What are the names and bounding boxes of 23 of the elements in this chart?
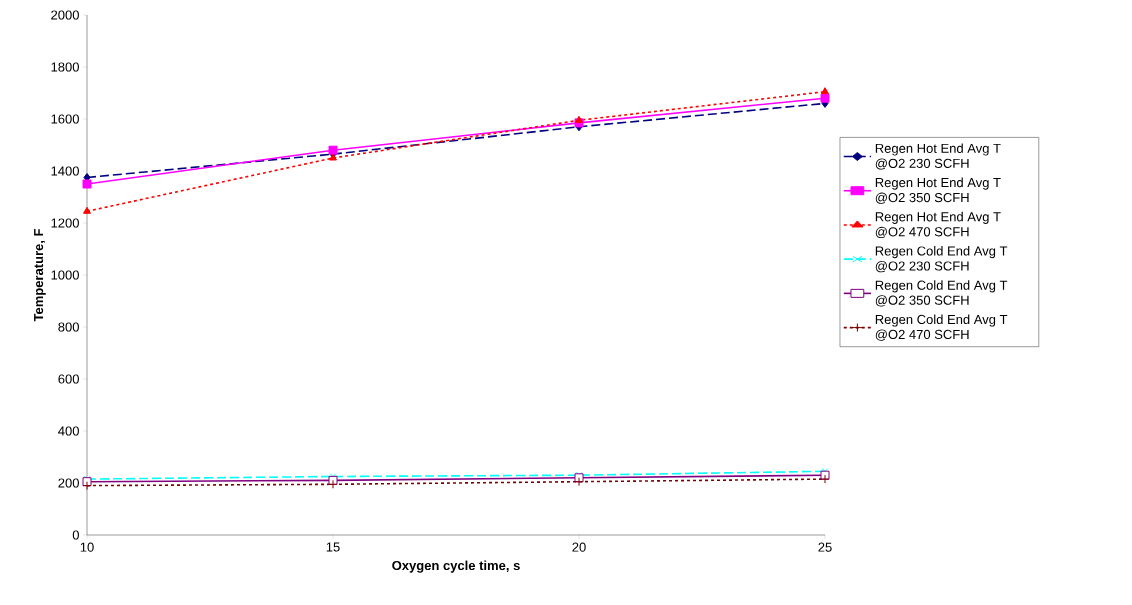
- y-tick-label: 0: [72, 530, 79, 540]
- y-tick-label: 800: [58, 322, 79, 332]
- legend-label: Regen Cold End Avg T @O2 350 SCFH: [875, 280, 1008, 307]
- y-tick-label: 1600: [51, 114, 79, 124]
- legend-label: Regen Hot End Avg T @O2 350 SCFH: [875, 177, 1001, 204]
- y-tick-label: 1000: [51, 270, 79, 280]
- legend-label: Regen Cold End Avg T @O2 230 SCFH: [875, 246, 1008, 273]
- x-tick-label: 20: [572, 542, 586, 552]
- x-tick-label: 10: [80, 542, 94, 552]
- y-tick-label: 600: [58, 374, 79, 384]
- y-tick-label: 400: [58, 426, 79, 436]
- legend-label: Regen Hot End Avg T @O2 230 SCFH: [875, 143, 1001, 170]
- y-tick-label: 1400: [51, 166, 79, 176]
- y-tick-label: 1200: [51, 218, 79, 228]
- x-tick-label: 25: [818, 542, 832, 552]
- y-tick-label: 1800: [51, 62, 79, 72]
- x-axis-title: Oxygen cycle time, s: [392, 560, 520, 573]
- x-tick-label: 15: [326, 542, 340, 552]
- y-tick-label: 200: [58, 478, 79, 488]
- y-axis-title: Temperature, F: [34, 229, 46, 322]
- y-tick-label: 2000: [51, 10, 79, 20]
- legend-label: Regen Hot End Avg T @O2 470 SCFH: [875, 211, 1001, 239]
- legend-label: Regen Cold End Avg T @O2 470 SCFH: [875, 314, 1008, 341]
